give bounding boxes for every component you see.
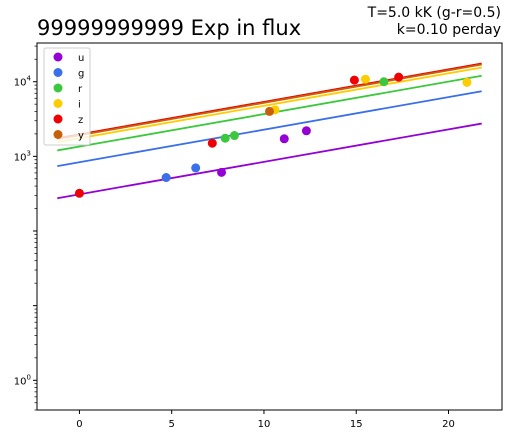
data-point-y: [265, 106, 274, 116]
legend-label-z: z: [78, 115, 83, 126]
chart-subtitle-line-1: T=5.0 kK (g-r=0.5): [367, 5, 501, 21]
legend-marker-g: [53, 68, 63, 77]
x-tick-label: 10: [258, 419, 271, 430]
legend-marker-z: [53, 114, 63, 124]
legend-marker-i: [53, 99, 63, 108]
legend-label-y: y: [78, 131, 84, 142]
data-point-z: [394, 72, 404, 82]
x-tick-label: 5: [169, 419, 175, 430]
fit-line-y: [57, 63, 482, 141]
data-point-r: [220, 133, 230, 143]
data-point-z: [74, 188, 84, 198]
data-point-z: [207, 138, 217, 148]
data-points: [74, 72, 472, 198]
fit-line-z: [57, 62, 482, 140]
y-tick-label: 103: [14, 149, 31, 163]
data-point-i: [462, 77, 472, 87]
data-point-z: [349, 75, 359, 85]
data-point-g: [191, 163, 201, 173]
legend-label-r: r: [78, 84, 83, 95]
x-tick-label: 0: [76, 419, 82, 430]
y-tick-label: 104: [14, 75, 32, 89]
axes: 0 5 10 15 20 100 103 104: [14, 42, 503, 430]
legend-marker-u: [53, 52, 63, 62]
chart-subtitle-line-2: k=0.10 perday: [397, 22, 501, 38]
fit-line-i: [57, 66, 482, 144]
data-point-u: [217, 167, 227, 177]
y-tick-label: 100: [14, 373, 31, 387]
fit-line-u: [57, 122, 482, 200]
data-point-r: [229, 131, 239, 141]
legend-marker-r: [53, 83, 63, 93]
legend-label-u: u: [78, 53, 84, 64]
data-point-i: [360, 74, 370, 84]
legend-label-g: g: [78, 69, 84, 80]
data-point-u: [279, 134, 289, 144]
plot-frame: [36, 42, 503, 411]
data-point-g: [161, 173, 171, 183]
legend-label-i: i: [78, 100, 81, 111]
legend-marker-y: [53, 130, 63, 139]
chart-title: 99999999999 Exp in flux: [37, 16, 301, 40]
fit-line-g: [57, 90, 482, 168]
x-tick-label: 15: [350, 419, 363, 430]
x-tick-label: 20: [442, 419, 455, 430]
data-point-r: [379, 77, 389, 87]
data-point-u: [301, 126, 311, 136]
